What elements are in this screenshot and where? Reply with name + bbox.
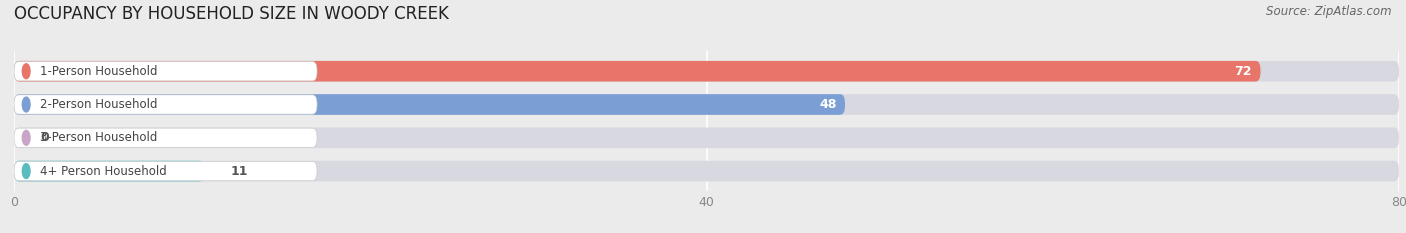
Text: 3-Person Household: 3-Person Household — [39, 131, 157, 144]
FancyBboxPatch shape — [14, 61, 1399, 82]
Text: 2-Person Household: 2-Person Household — [39, 98, 157, 111]
FancyBboxPatch shape — [14, 62, 316, 81]
Text: 0: 0 — [39, 131, 49, 144]
Text: 4+ Person Household: 4+ Person Household — [39, 164, 167, 178]
FancyBboxPatch shape — [14, 94, 1399, 115]
Text: Source: ZipAtlas.com: Source: ZipAtlas.com — [1267, 5, 1392, 18]
Circle shape — [22, 130, 30, 145]
Text: 48: 48 — [818, 98, 837, 111]
Circle shape — [22, 97, 30, 112]
FancyBboxPatch shape — [14, 94, 845, 115]
FancyBboxPatch shape — [14, 95, 316, 114]
Text: 72: 72 — [1234, 65, 1251, 78]
FancyBboxPatch shape — [14, 161, 204, 182]
FancyBboxPatch shape — [14, 161, 1399, 182]
FancyBboxPatch shape — [14, 161, 316, 181]
Text: 1-Person Household: 1-Person Household — [39, 65, 157, 78]
FancyBboxPatch shape — [14, 128, 316, 147]
FancyBboxPatch shape — [14, 127, 1399, 148]
Circle shape — [22, 164, 30, 178]
Text: 11: 11 — [231, 164, 247, 178]
Circle shape — [22, 64, 30, 79]
Text: OCCUPANCY BY HOUSEHOLD SIZE IN WOODY CREEK: OCCUPANCY BY HOUSEHOLD SIZE IN WOODY CRE… — [14, 5, 449, 23]
FancyBboxPatch shape — [14, 61, 1261, 82]
